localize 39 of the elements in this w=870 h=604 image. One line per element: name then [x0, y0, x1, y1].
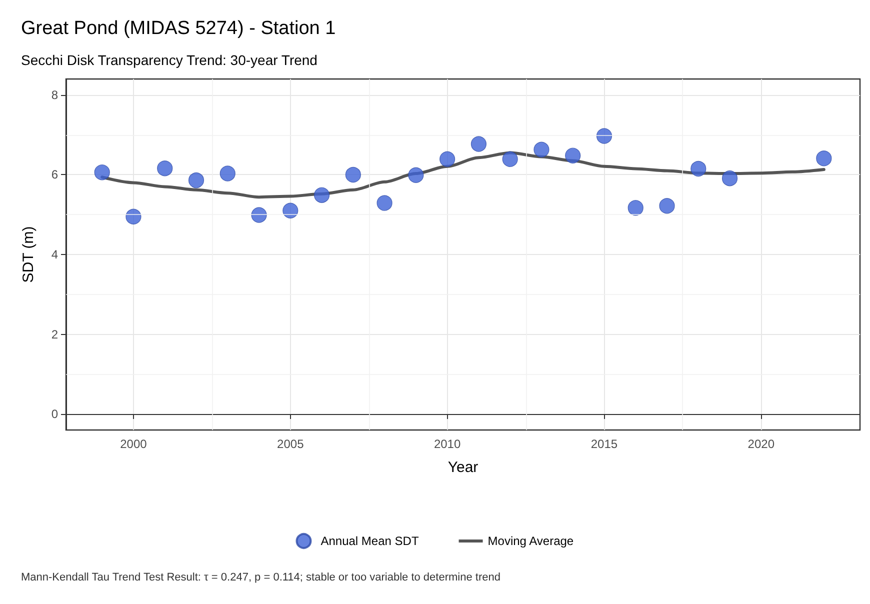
point: [94, 164, 110, 180]
text: Mann-Kendall Tau Trend Test Result: τ = 0.247, p = 0.114; stable or too variable to determine trend: [21, 572, 500, 584]
y-tick-label: 2: [51, 327, 58, 342]
point: [251, 207, 267, 223]
y-tick-label: 0: [51, 407, 58, 422]
x-tick-label: 2005: [277, 437, 304, 451]
point: [534, 142, 550, 158]
point: [157, 160, 173, 176]
y-tick-label: 6: [51, 168, 58, 182]
x-axis-title: Year: [448, 459, 478, 476]
chart-subtitle: Secchi Disk Transparency Trend: 30-year Trend: [21, 52, 318, 68]
x-tick-label: 2000: [120, 437, 148, 451]
x-tick-label: 2020: [748, 437, 775, 451]
point: [659, 198, 675, 214]
point: [690, 160, 706, 177]
point: [722, 170, 738, 186]
point: [628, 200, 644, 216]
point: [565, 148, 581, 164]
point: [408, 167, 424, 183]
point: [345, 166, 361, 183]
point: [220, 166, 236, 182]
x-tick-label: 2010: [434, 437, 461, 451]
y-axis-title: SDT (m): [20, 226, 37, 283]
y-tick-label: 4: [51, 248, 58, 262]
legend-label: Annual Mean SDT: [320, 534, 420, 548]
point: [816, 150, 832, 166]
point: [282, 202, 298, 218]
point: [314, 187, 330, 203]
point: [596, 128, 612, 144]
point: [376, 195, 392, 211]
point: [126, 208, 142, 224]
legend-label: Moving Average: [488, 534, 574, 548]
point: [440, 151, 456, 167]
chart-title: Great Pond (MIDAS 5274) - Station 1: [21, 18, 336, 39]
y-tick-label: 8: [51, 88, 58, 102]
point: [470, 136, 486, 152]
x-tick-label: 2015: [590, 437, 618, 451]
point: [188, 172, 204, 188]
point: [502, 151, 518, 167]
